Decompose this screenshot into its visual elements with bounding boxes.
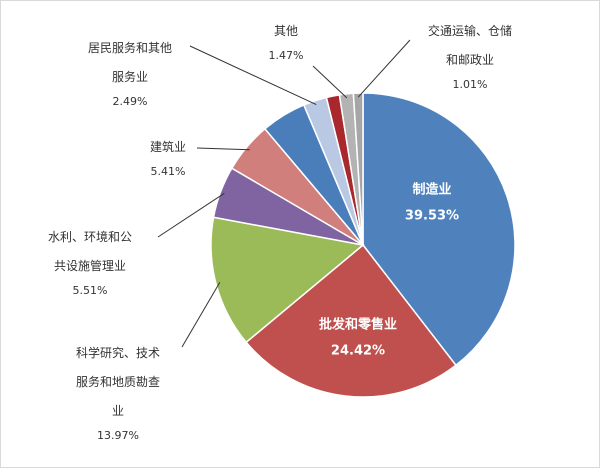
pie-slice bbox=[245, 243, 457, 398]
slice-value-label: 24.42% bbox=[331, 344, 385, 359]
leader-line bbox=[157, 192, 225, 238]
pie-slice bbox=[210, 216, 365, 344]
leader-line bbox=[181, 282, 221, 348]
leader-line bbox=[196, 147, 250, 151]
slice-label: 科学研究、技术服务和地质勘查业 bbox=[76, 345, 160, 418]
leader-line bbox=[312, 65, 348, 99]
slice-label: 批发和零售业 bbox=[319, 317, 397, 333]
slice-value-label: 1.47% bbox=[269, 49, 304, 62]
pie-slice bbox=[352, 92, 364, 246]
slice-label: 水利、环境和公共设施管理业 bbox=[48, 229, 132, 273]
slice-value-label: 39.53% bbox=[405, 209, 459, 224]
slice-value-label: 1.01% bbox=[453, 78, 488, 91]
pie-slice bbox=[362, 92, 516, 367]
slice-value-label: 2.49% bbox=[113, 95, 148, 108]
slice-value-label: 5.51% bbox=[73, 284, 108, 297]
slice-value-label: 5.41% bbox=[151, 165, 186, 178]
leader-line bbox=[189, 45, 317, 106]
slice-label: 居民服务和其他服务业 bbox=[88, 40, 172, 84]
slice-label: 建筑业 bbox=[150, 139, 186, 154]
slice-label: 其他 bbox=[274, 24, 298, 38]
slice-label: 交通运输、仓储和邮政业 bbox=[428, 23, 512, 67]
leader-line bbox=[357, 39, 411, 98]
slice-value-label: 13.97% bbox=[97, 429, 139, 442]
slice-label: 制造业 bbox=[412, 182, 451, 198]
